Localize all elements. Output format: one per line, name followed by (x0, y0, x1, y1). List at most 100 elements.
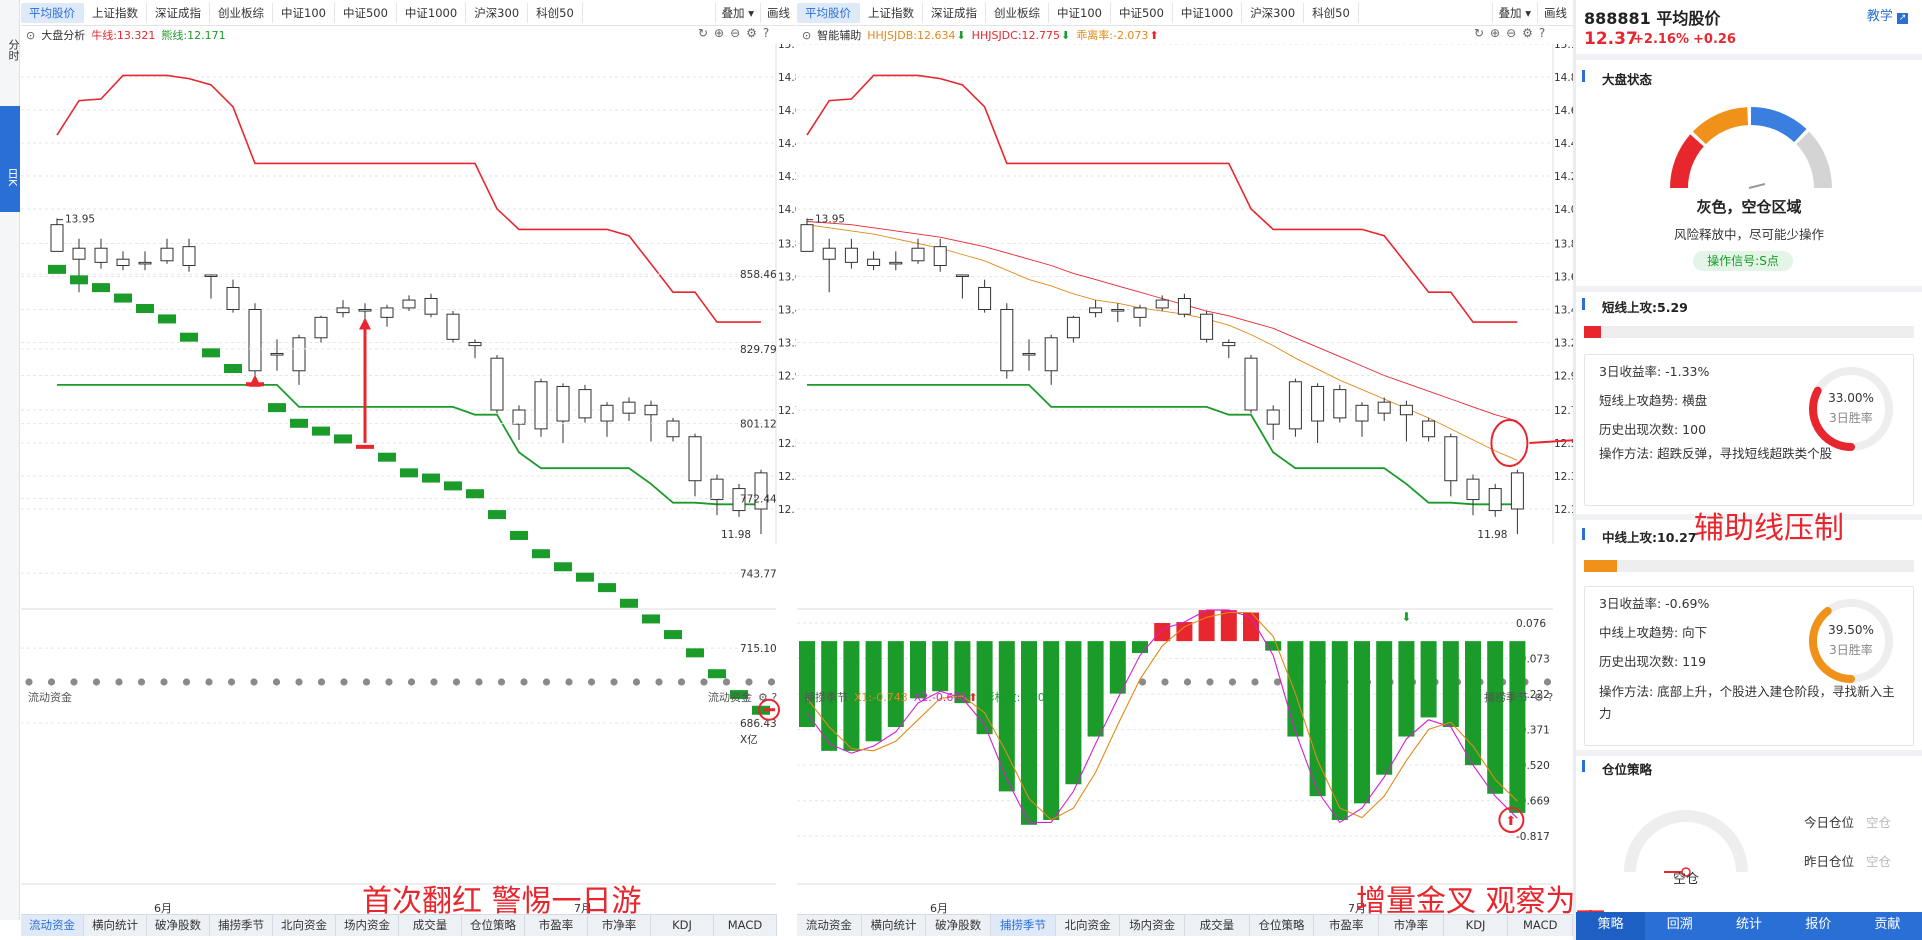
right-tab-kc50[interactable]: 科创50 (1304, 2, 1359, 23)
candle-body (1000, 308, 1014, 372)
right-tab-sz[interactable]: 深证成指 (923, 2, 986, 23)
right-indicator-tab[interactable]: 捕捞季节 (991, 915, 1056, 936)
left-tab-cyb[interactable]: 创业板综 (210, 2, 273, 23)
right-tab-avg-price[interactable]: 平均股价 (797, 2, 860, 23)
season-bar (1265, 641, 1282, 651)
left-panel-menu-icon[interactable]: ⊙ (26, 28, 36, 42)
price-tick-label: 12.35 (778, 471, 796, 483)
resist-ellipse (1490, 419, 1529, 468)
left-draw-button[interactable]: 画线 (760, 2, 796, 23)
period-minute[interactable]: 分时 (7, 39, 20, 61)
right-tab-zz1000[interactable]: 中证1000 (1173, 2, 1243, 23)
period-day-k[interactable]: 日K (0, 106, 20, 212)
left-indicator-tab[interactable]: 市盈率 (525, 915, 588, 936)
left-indicator-lines (56, 74, 761, 506)
short-winrate-ring (1809, 367, 1893, 451)
left-tab-zz100[interactable]: 中证100 (273, 2, 335, 23)
left-overlay-button[interactable]: 叠加 ▾ (714, 2, 760, 23)
left-chart-svg: 13.95 11.98 15.10 14.89 14.68 14.47 14.26 14.0… (21, 44, 796, 885)
tab-backtrack[interactable]: 回溯 (1666, 917, 1693, 932)
right-chart-controls[interactable]: ↻⊕⊖⚙? (1474, 26, 1552, 40)
right-panel-menu-icon[interactable]: ⊙ (802, 28, 812, 42)
teach-link[interactable]: 教学 ↗ (1866, 9, 1908, 24)
right-indicator-tab[interactable]: 北向资金 (1056, 915, 1121, 936)
left-tab-sh[interactable]: 上证指数 (84, 2, 147, 23)
right-indicator-tab[interactable]: 市净率 (1379, 915, 1444, 936)
tab-strategy[interactable]: 策略 (1576, 912, 1646, 940)
left-indicator-tab[interactable]: 横向统计 (84, 915, 147, 936)
hhjsjdc-value: HHJSJDC:12.775 (971, 28, 1061, 42)
scroll-dot (1251, 678, 1259, 686)
left-indicator-tab[interactable]: 仓位策略 (462, 915, 525, 936)
left-tab-avg-price[interactable]: 平均股价 (21, 2, 84, 23)
left-indicator-tab[interactable]: KDJ (651, 915, 714, 936)
left-panel-name[interactable]: 大盘分析 (41, 29, 86, 42)
left-indicator-tab[interactable]: MACD (714, 915, 777, 936)
right-indicator-tab[interactable]: MACD (1508, 915, 1574, 936)
short-detail-box: 3日收益率: -1.33% 短线上攻趋势: 横盘 历史出现次数: 100 操作方… (1584, 354, 1914, 506)
scroll-dot (610, 678, 618, 686)
left-indicator-tab[interactable]: 破净股数 (147, 915, 210, 936)
scroll-dot (565, 678, 573, 686)
tab-statistics[interactable]: 统计 (1736, 917, 1763, 932)
right-grid (797, 44, 1553, 510)
right-sub-name[interactable]: 捕捞季节 (804, 691, 848, 704)
season-bar (1354, 641, 1370, 804)
left-candles: 13.95 11.98 (50, 214, 768, 541)
candle-body (600, 404, 614, 422)
right-indicator-tab[interactable]: 仓位策略 (1250, 915, 1315, 936)
candle-body (556, 385, 570, 422)
market-status-card: 大盘状态 灰色，空仓区域 风险释放中，尽可能少操作 操作信号:S点 (1576, 60, 1922, 286)
season-tick-label: -0.817 (1516, 831, 1550, 843)
left-tab-hs300[interactable]: 沪深300 (466, 2, 529, 23)
left-indicator-tab[interactable]: 市净率 (588, 915, 651, 936)
right-indicator-tab[interactable]: 成交量 (1185, 915, 1250, 936)
left-indicator-tab[interactable]: 成交量 (399, 915, 462, 936)
price-tick-label: 14.26 (1554, 171, 1573, 183)
left-tab-zz500[interactable]: 中证500 (335, 2, 397, 23)
candle-body (933, 246, 947, 267)
right-sub-gear-icon[interactable]: ⚙ ? (1534, 690, 1554, 704)
left-sub-name[interactable]: 流动资金 (28, 691, 72, 704)
mid-return: 3日收益率: -0.69% (1599, 596, 1710, 611)
right-chart-svg: 13.95 11.98 15.10 14.89 14.68 14.47 14.26 14.0… (797, 44, 1573, 885)
right-annotation: 增量金叉 观察为主 (1356, 884, 1606, 919)
right-indicator-tab[interactable]: 破净股数 (926, 915, 992, 936)
right-indicator-tab[interactable]: 流动资金 (797, 915, 862, 936)
right-panel-name[interactable]: 智能辅助 (817, 29, 862, 42)
right-tab-sh[interactable]: 上证指数 (860, 2, 923, 23)
right-indicator-tab[interactable]: 场内资金 (1120, 915, 1186, 936)
left-indicator-tab[interactable]: 北向资金 (273, 915, 336, 936)
price-tick-label: 13.83 (778, 239, 796, 251)
right-candles: 13.95 11.98 (800, 214, 1524, 541)
right-overlay-button[interactable]: 叠加 ▾ (1491, 2, 1537, 23)
left-indicator-tab[interactable]: 场内资金 (336, 915, 399, 936)
right-draw-button[interactable]: 画线 (1537, 2, 1573, 23)
flow-bar (554, 562, 572, 572)
right-tab-zz500[interactable]: 中证500 (1111, 2, 1173, 23)
tab-contribution[interactable]: 贡献 (1874, 917, 1901, 932)
left-indicator-tab[interactable]: 流动资金 (21, 915, 84, 936)
left-indicator-tab[interactable]: 捕捞季节 (210, 915, 273, 936)
left-month-july: 7月 (574, 902, 592, 915)
flow-bar (664, 630, 682, 640)
left-sub-gear-icon[interactable]: ⚙ ? (758, 690, 778, 704)
left-scroll-dots[interactable] (25, 678, 776, 686)
scroll-dot (25, 678, 33, 686)
right-tab-hs300[interactable]: 沪深300 (1242, 2, 1305, 23)
flow-bar (686, 648, 704, 658)
scroll-dot (1206, 678, 1214, 686)
right-indicator-tab[interactable]: KDJ (1444, 915, 1509, 936)
right-tab-zz100[interactable]: 中证100 (1049, 2, 1111, 23)
scroll-dot (520, 678, 528, 686)
left-tab-kc50[interactable]: 科创50 (528, 2, 583, 23)
left-tab-zz1000[interactable]: 中证1000 (397, 2, 467, 23)
scroll-dot (430, 678, 438, 686)
right-tab-cyb[interactable]: 创业板综 (986, 2, 1049, 23)
tab-quote[interactable]: 报价 (1805, 917, 1832, 932)
right-indicator-tab[interactable]: 横向统计 (862, 915, 927, 936)
right-indicator-tab[interactable]: 市盈率 (1314, 915, 1380, 936)
left-tab-sz[interactable]: 深证成指 (147, 2, 210, 23)
market-gauge (1670, 107, 1832, 189)
left-chart-controls[interactable]: ↻⊕⊖⚙? (698, 26, 776, 40)
